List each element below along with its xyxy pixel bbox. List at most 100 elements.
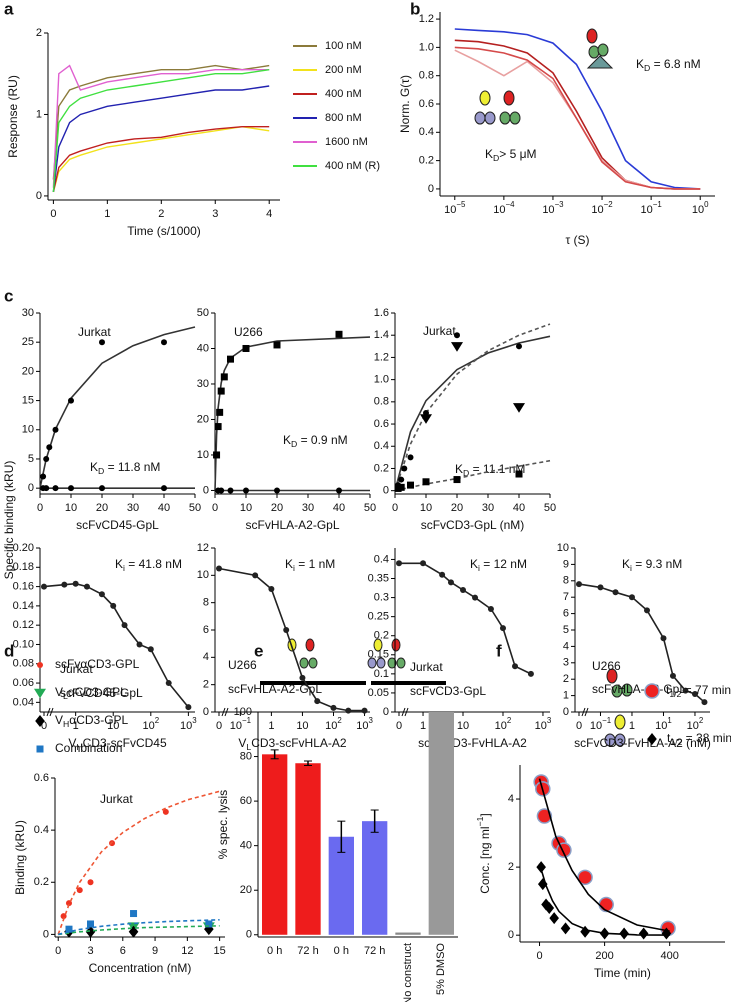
x-tick-label: 15 [213,945,225,957]
y-tick-label: 30 [22,307,34,319]
point [701,699,708,706]
text-part: 10 [493,204,505,216]
point [577,869,593,886]
text-part: = 11.1 nM [469,462,525,476]
point [87,879,94,886]
x-tick-label: 1 [268,720,274,732]
x-tick-label: 3 [87,945,93,957]
point [612,589,619,596]
y-tick-label: 0.1 [374,668,389,680]
x-tick-label: 0 [37,502,43,514]
y-tick-label: 10 [197,569,209,581]
point [396,560,402,567]
y-tick-label: 6 [563,608,569,620]
x-tick-label: 20 [451,502,463,514]
y-tick-label: 10 [22,424,34,436]
panel-letter: c [4,286,13,305]
axis-break [46,707,51,717]
x-tick-label: 0 h [267,945,282,957]
series-line [52,69,270,192]
annotation: KD = 0.9 nM [283,433,348,449]
y-tick-label: 0 [246,929,252,941]
text-part: K [115,557,123,571]
x-tick-label: 5% DMSO [435,943,447,995]
y-tick-label: 80 [240,750,252,762]
x-tick-label: 102 [142,716,159,732]
point [185,704,192,711]
y-tick-label: 0.6 [419,98,434,110]
y-tick-label: 0.04 [13,696,34,708]
x-tick-label: 20 [96,502,108,514]
point [274,487,280,494]
point [99,485,105,492]
x-tick-label: 1 [629,720,635,732]
point [516,343,522,350]
point [110,602,117,609]
point [345,707,352,714]
y-tick-label: 0 [203,706,209,718]
point [227,355,234,363]
axis-break [224,707,229,717]
series-line [52,126,270,193]
y-tick-label: 0 [203,484,209,496]
x-tick-label: 10 [296,720,308,732]
y-tick-label: 0 [563,706,569,718]
x-tick-label: 50 [544,502,556,514]
point [273,341,281,349]
point [638,927,649,940]
point [216,408,224,416]
point [335,330,343,338]
x-axis-label: scFvCD3-GpL (nM) [421,518,525,532]
x-tick-label: 1 [73,720,79,732]
text-part: −1 [602,716,612,725]
y-tick-label: 4 [563,640,569,652]
point [205,920,213,928]
x-tick-label: 200 [595,950,613,962]
text-part: −1 [475,816,485,826]
point [72,580,79,587]
text-part: t [666,683,670,697]
x-tick-label: 72 h [364,945,385,957]
point [227,487,234,494]
y-tick-label: 0.05 [368,687,389,699]
text-part: 2 [507,716,511,725]
x-tick-label: 0 [216,720,222,732]
x-tick-label: 10−1 [230,716,252,732]
y-tick-label: 2 [508,861,514,873]
y-tick-label: 1.2 [374,351,389,363]
x-tick-label: 10 [457,720,469,732]
x-tick-label: 3 [212,208,218,220]
y-tick-label: 0 [428,183,434,195]
series-line [39,326,196,489]
x-tick-label: 40 [333,502,345,514]
point [422,478,430,486]
text-part: D [98,466,104,476]
panel-letter: f [496,641,502,660]
text-part: K [636,57,644,71]
text-part: 10 [687,720,699,732]
text-part: 2 [155,716,159,725]
text-part: −3 [555,200,565,209]
series-line [52,125,270,193]
point [242,344,250,352]
y-tick-label: 4 [203,651,209,663]
axis-break [584,707,589,717]
text-part: 10 [692,204,704,216]
text-part: 10 [230,720,242,732]
x-tick-label: 0 [396,720,402,732]
series-line [52,64,270,188]
point [165,680,172,687]
legend-label: 800 nM [325,112,362,124]
y-tick-label: 1.6 [374,307,389,319]
text-part: −2 [604,200,613,209]
y-tick-label: 0.2 [374,462,389,474]
bar [328,836,354,935]
y-tick-label: 8 [563,575,569,587]
y-tick-label: 1 [563,690,569,702]
point [499,625,506,632]
x-tick-label: 10−3 [542,200,564,216]
x-tick-label: 0 [41,720,47,732]
text-part: = 1 nM [295,557,335,571]
point [213,451,221,459]
axis-break [581,707,586,717]
